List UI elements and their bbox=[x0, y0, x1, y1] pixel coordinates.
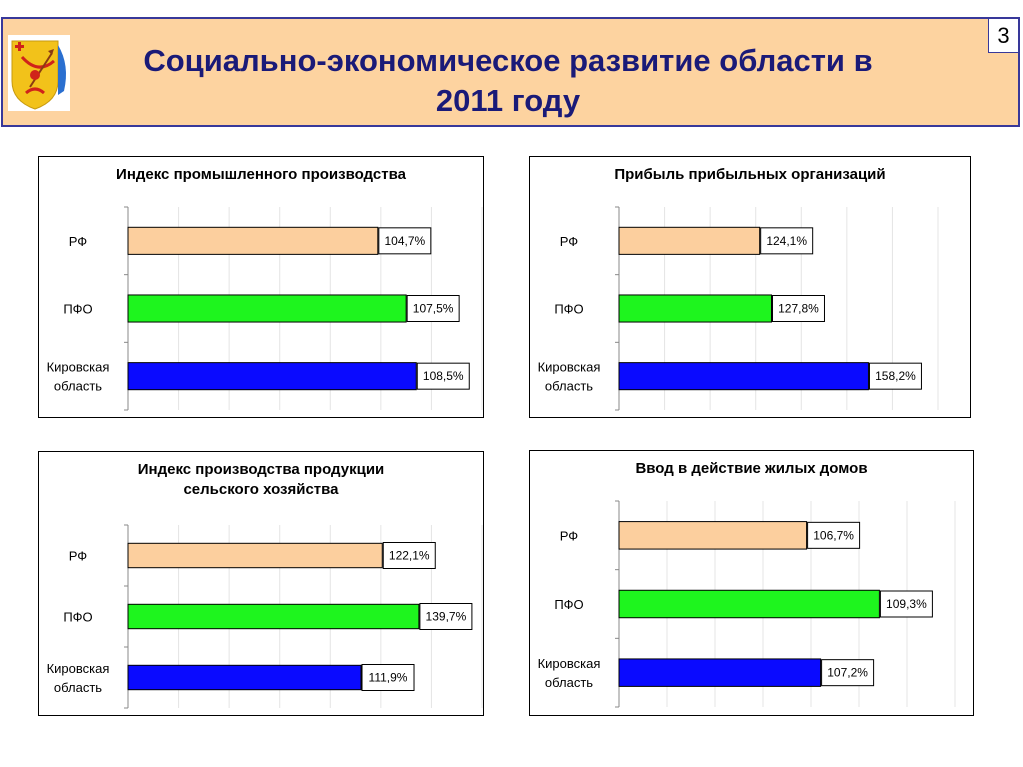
chart-plot: 124,1% РФ 127,8% ПФО 158,2% Кировская область bbox=[538, 206, 939, 411]
category-label: РФ bbox=[69, 234, 88, 249]
data-label-box bbox=[416, 362, 470, 390]
category-label: Кировская bbox=[538, 360, 601, 375]
data-label: 109,3% bbox=[886, 597, 927, 611]
data-label: 127,8% bbox=[778, 302, 819, 316]
data-label: 122,1% bbox=[389, 549, 430, 563]
category-label: Кировская bbox=[538, 656, 601, 671]
category-label: область bbox=[54, 680, 102, 695]
bar bbox=[618, 294, 772, 323]
chart-title: Индекс производства продукции сельского … bbox=[137, 461, 385, 498]
header-banner: Социально-экономическое развитие области… bbox=[1, 17, 1020, 127]
category-label: ПФО bbox=[63, 302, 92, 317]
data-label: 158,2% bbox=[875, 369, 916, 383]
data-label-box bbox=[378, 227, 432, 255]
chart-plot: 122,1% РФ 139,7% ПФО 111,9% Кировская область bbox=[47, 524, 483, 709]
data-label-box bbox=[419, 603, 473, 630]
chart-housing-construction: Ввод в действие жилых домов 106,7% РФ 109,… bbox=[529, 450, 974, 716]
data-label-box bbox=[771, 295, 825, 322]
data-label-box bbox=[361, 664, 415, 691]
category-label: ПФО bbox=[554, 597, 583, 612]
category-label: РФ bbox=[69, 549, 88, 564]
chart-title: Индекс промышленного производства bbox=[116, 166, 406, 183]
data-label-box bbox=[879, 590, 933, 618]
category-label: РФ bbox=[560, 234, 579, 249]
slide-number: 3 bbox=[988, 18, 1019, 53]
bar bbox=[618, 589, 880, 619]
chart-title: Прибыль прибыльных организаций bbox=[614, 166, 886, 183]
bar bbox=[127, 664, 362, 691]
data-label-box bbox=[807, 521, 861, 549]
chart-plot: 106,7% РФ 109,3% ПФО 107,2% Кировская область bbox=[538, 500, 956, 708]
bar bbox=[127, 603, 420, 630]
data-label: 104,7% bbox=[384, 234, 425, 248]
bar bbox=[127, 294, 407, 323]
data-label: 107,5% bbox=[413, 302, 454, 316]
bar bbox=[127, 362, 417, 391]
page-title: Социально-экономическое развитие области… bbox=[143, 43, 873, 118]
bar bbox=[127, 226, 379, 255]
category-label: область bbox=[545, 379, 593, 394]
bar bbox=[618, 226, 761, 255]
data-label: 107,2% bbox=[827, 666, 868, 680]
chart-agriculture-production: Индекс производства продукции сельского … bbox=[38, 451, 484, 716]
category-label: Кировская bbox=[47, 360, 110, 375]
bar bbox=[618, 658, 822, 687]
bar bbox=[618, 521, 808, 550]
data-label: 108,5% bbox=[423, 369, 464, 383]
data-label-box bbox=[760, 227, 814, 255]
bar bbox=[127, 542, 383, 569]
category-label: ПФО bbox=[554, 302, 583, 317]
data-label: 139,7% bbox=[426, 610, 467, 624]
chart-industrial-production: Индекс промышленного производства 104,7%… bbox=[38, 156, 484, 418]
category-label: ПФО bbox=[63, 610, 92, 625]
chart-title: Ввод в действие жилых домов bbox=[635, 460, 868, 477]
category-label: Кировская bbox=[47, 661, 110, 676]
category-label: РФ bbox=[560, 528, 579, 543]
chart-profit-organizations: Прибыль прибыльных организаций 124,1% РФ 1… bbox=[529, 156, 971, 418]
data-label-box bbox=[406, 295, 460, 322]
data-label-box bbox=[382, 542, 436, 569]
data-label-box bbox=[821, 659, 875, 687]
category-label: область bbox=[54, 379, 102, 394]
chart-plot: 104,7% РФ 107,5% ПФО 108,5% Кировская область bbox=[47, 206, 483, 411]
data-label-box bbox=[868, 362, 922, 390]
data-label: 124,1% bbox=[766, 234, 807, 248]
data-label: 111,9% bbox=[369, 671, 408, 685]
category-label: область bbox=[545, 675, 593, 690]
kirov-region-coat-of-arms-icon bbox=[8, 35, 70, 111]
data-label: 106,7% bbox=[813, 528, 854, 542]
bar bbox=[618, 362, 869, 391]
